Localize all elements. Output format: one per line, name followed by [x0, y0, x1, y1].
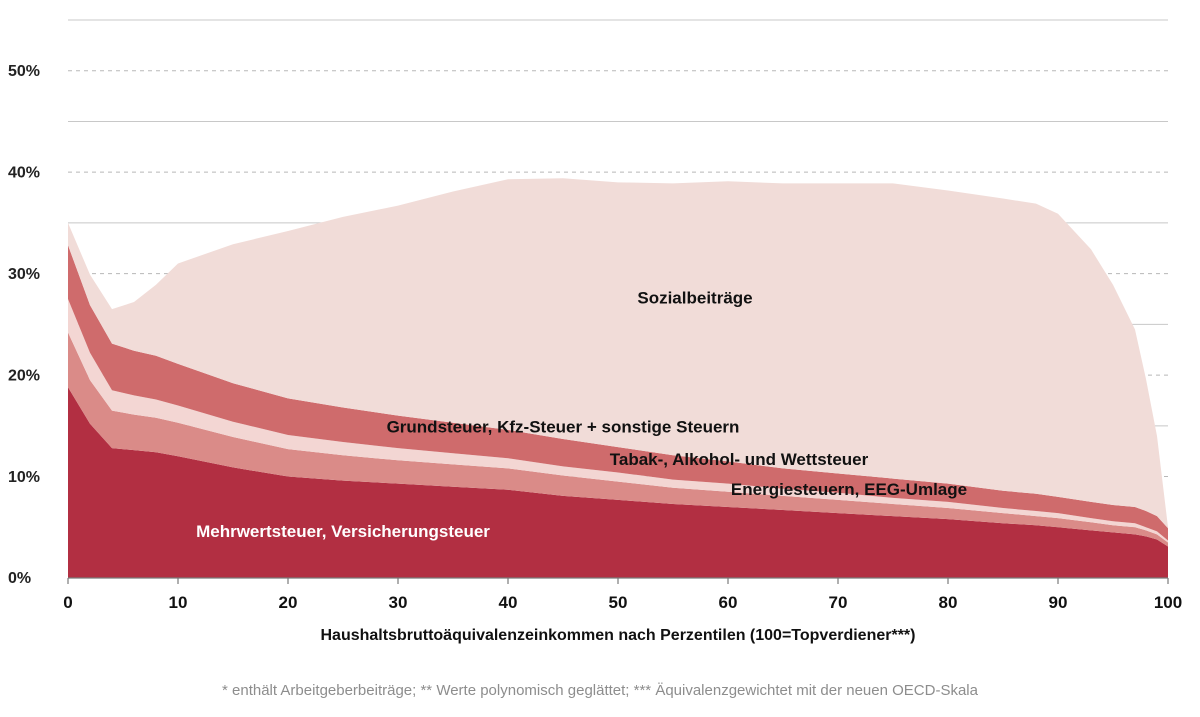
x-tick-label-10: 10	[169, 593, 188, 612]
x-axis-title: Haushaltsbruttoäquivalenzeinkommen nach …	[321, 627, 916, 644]
y-tick-label-40: 40%	[8, 164, 40, 181]
axis-layer: 0% 10% 20% 30% 40% 50% 0 10 20 30 40 50 60 70 80 90 100	[8, 63, 1182, 612]
y-tick-label-0: 0%	[8, 570, 31, 587]
area-layer	[68, 178, 1168, 578]
x-tick-label-40: 40	[499, 593, 518, 612]
x-tick-label-80: 80	[939, 593, 958, 612]
series-label-0: Mehrwertsteuer, Versicherungsteuer	[196, 522, 490, 541]
series-label-2: Tabak-, Alkohol- und Wettsteuer	[610, 450, 869, 469]
y-tick-label-20: 20%	[8, 367, 40, 384]
x-tick-label-30: 30	[389, 593, 408, 612]
y-tick-label-50: 50%	[8, 63, 40, 80]
x-tick-label-70: 70	[829, 593, 848, 612]
series-label-3: Grundsteuer, Kfz-Steuer + sonstige Steue…	[387, 417, 740, 436]
y-tick-label-30: 30%	[8, 266, 40, 283]
area-series-4	[68, 178, 1168, 529]
series-label-1: Energiesteuern, EEG-Umlage	[731, 480, 967, 499]
area-series-3	[68, 245, 1168, 541]
y-tick-label-10: 10%	[8, 469, 40, 486]
x-tick-label-20: 20	[279, 593, 298, 612]
area-series-0	[68, 387, 1168, 578]
x-tick-label-90: 90	[1049, 593, 1068, 612]
area-series-1	[68, 332, 1168, 547]
series-label-4: Sozialbeiträge	[637, 288, 752, 307]
label-layer: Mehrwertsteuer, Versicherungsteuer Energi…	[196, 288, 967, 540]
x-tick-label-60: 60	[719, 593, 738, 612]
chart-footnote: * enthält Arbeitgeberbeiträge; ** Werte …	[222, 682, 979, 699]
x-tick-label-0: 0	[63, 593, 72, 612]
x-tick-label-50: 50	[609, 593, 628, 612]
x-tick-label-100: 100	[1154, 593, 1182, 612]
